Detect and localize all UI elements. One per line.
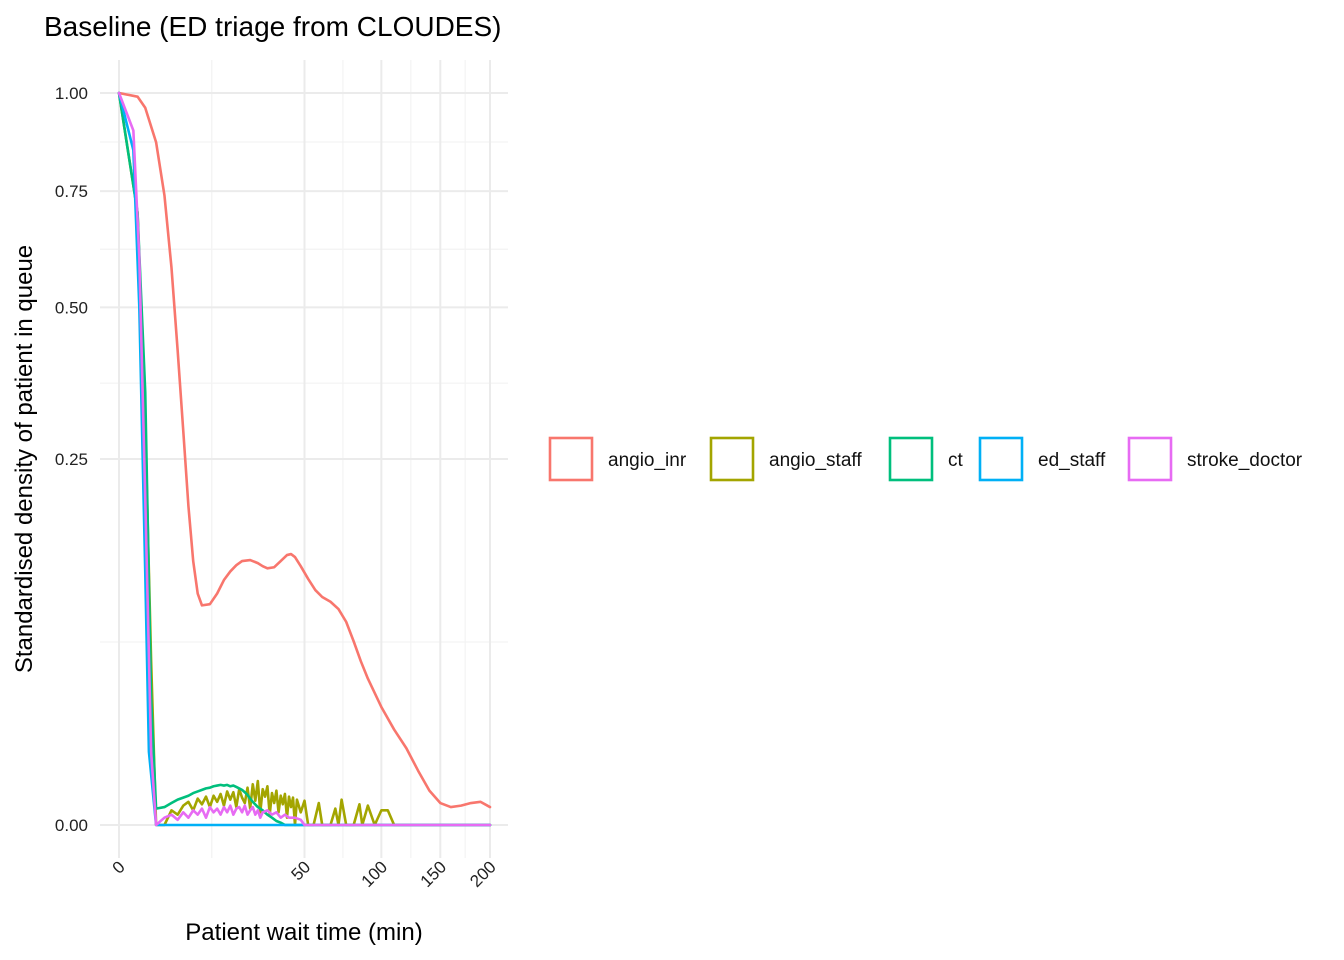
axis-ticks: 0.00 0.25 0.50 0.75 1.00 0 50 100 150 200 bbox=[55, 84, 500, 891]
chart-title: Baseline (ED triage from CLOUDES) bbox=[44, 11, 501, 42]
legend-label-stroke-doctor: stroke_doctor bbox=[1187, 450, 1303, 471]
x-tick-label: 200 bbox=[466, 857, 499, 890]
legend-key-stroke-doctor bbox=[1127, 436, 1173, 482]
x-tick-label: 150 bbox=[417, 857, 450, 890]
legend-key-angio-inr bbox=[548, 436, 594, 482]
series-line-stroke-doctor bbox=[117, 91, 492, 827]
y-axis-title: Standardised density of patient in queue bbox=[11, 245, 38, 673]
legend-label-ed-staff: ed_staff bbox=[1038, 450, 1106, 471]
series-line-angio-inr bbox=[117, 91, 492, 809]
legend: angio_inr angio_staff ct ed_staff stroke_doc… bbox=[548, 436, 1303, 482]
legend-label-ct: ct bbox=[948, 450, 964, 471]
legend-key-ed-staff bbox=[978, 436, 1024, 482]
x-tick-label: 50 bbox=[288, 857, 315, 884]
grid bbox=[100, 60, 508, 858]
legend-key-ct bbox=[888, 436, 934, 482]
x-tick-label: 0 bbox=[109, 857, 129, 877]
y-tick-label: 1.00 bbox=[55, 84, 88, 103]
x-axis-title: Patient wait time (min) bbox=[185, 919, 422, 946]
y-tick-label: 0.00 bbox=[55, 816, 88, 835]
legend-label-angio-staff: angio_staff bbox=[769, 450, 862, 471]
y-tick-label: 0.50 bbox=[55, 298, 88, 317]
series-line-ct bbox=[117, 91, 492, 827]
plot-area bbox=[117, 91, 492, 827]
legend-key-angio-staff bbox=[709, 436, 755, 482]
series-line-angio-staff bbox=[117, 91, 492, 827]
x-tick-label: 100 bbox=[358, 857, 391, 890]
y-tick-label: 0.75 bbox=[55, 182, 88, 201]
y-tick-label: 0.25 bbox=[55, 450, 88, 469]
legend-label-angio-inr: angio_inr bbox=[608, 450, 687, 471]
